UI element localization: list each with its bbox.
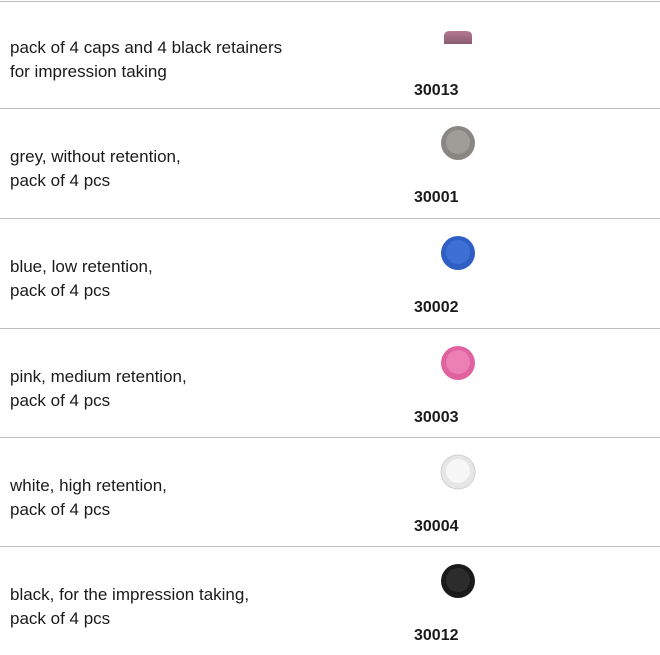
product-code: 30004	[414, 518, 459, 535]
description: pink, medium retention, pack of 4 pcs	[10, 365, 187, 413]
description-line: pack of 4 pcs	[10, 500, 111, 519]
table-row: pack of 4 caps and 4 black retainers for…	[0, 1, 660, 110]
description-line: pink, medium retention,	[10, 367, 187, 386]
product-code: 30001	[414, 189, 459, 206]
product-icon	[440, 454, 476, 490]
description-line: for impression taking	[10, 62, 167, 81]
table-row: black, for the impression taking, pack o…	[0, 546, 660, 655]
description-line: pack of 4 pcs	[10, 391, 111, 410]
product-code: 30002	[414, 299, 459, 316]
product-icon	[441, 126, 475, 160]
description-line: pack of 4 pcs	[10, 281, 111, 300]
description-line: blue, low retention,	[10, 257, 153, 276]
product-code: 30012	[414, 627, 459, 644]
table-row: pink, medium retention, pack of 4 pcs 30…	[0, 328, 660, 437]
description: blue, low retention, pack of 4 pcs	[10, 255, 153, 303]
product-icon	[441, 564, 475, 598]
product-icon	[441, 346, 475, 380]
description: black, for the impression taking, pack o…	[10, 583, 249, 631]
description-line: black, for the impression taking,	[10, 585, 250, 604]
description: white, high retention, pack of 4 pcs	[10, 474, 167, 522]
product-icon	[444, 31, 472, 44]
description-line: white, high retention,	[10, 476, 167, 495]
description-line: grey, without retention,	[10, 147, 181, 166]
description: grey, without retention, pack of 4 pcs	[10, 145, 181, 193]
table-row: white, high retention, pack of 4 pcs 300…	[0, 437, 660, 546]
product-code: 30013	[414, 82, 459, 99]
description: pack of 4 caps and 4 black retainers for…	[10, 36, 282, 84]
product-icon	[441, 236, 475, 270]
description-line: pack of 4 caps and 4 black retainers	[10, 38, 283, 57]
table-row: blue, low retention, pack of 4 pcs 30002	[0, 218, 660, 327]
product-code: 30003	[414, 409, 459, 426]
description-line: pack of 4 pcs	[10, 609, 111, 628]
description-line: pack of 4 pcs	[10, 171, 111, 190]
table-row: grey, without retention, pack of 4 pcs 3…	[0, 108, 660, 217]
